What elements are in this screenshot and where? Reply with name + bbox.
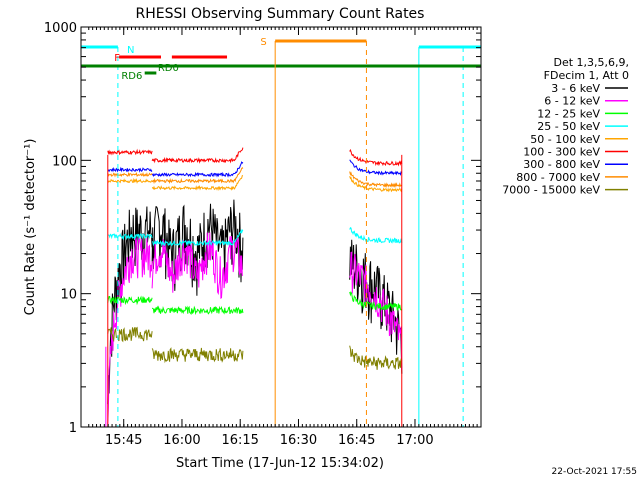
x-tick-label: 16:15 bbox=[221, 433, 258, 448]
series-line bbox=[349, 171, 402, 189]
series-line bbox=[107, 233, 153, 241]
annotation-label: F bbox=[114, 53, 120, 64]
annotation-label: N bbox=[127, 45, 134, 56]
legend-entry-label: 800 - 7000 keV bbox=[516, 171, 600, 184]
chart-title: RHESSI Observing Summary Count Rates bbox=[136, 6, 425, 22]
x-tick-label: 15:45 bbox=[105, 433, 142, 448]
annotation-label: RD0 bbox=[158, 63, 179, 74]
annotation-label: S bbox=[260, 37, 266, 48]
series-line bbox=[349, 159, 403, 176]
y-tick-label: 1 bbox=[69, 421, 77, 436]
annotation-label: RD6 bbox=[121, 71, 142, 82]
legend-entry-label: 100 - 300 keV bbox=[523, 146, 600, 159]
series-line bbox=[107, 166, 153, 173]
x-tick-label: 16:00 bbox=[163, 433, 200, 448]
footer-date: 22-Oct-2021 17:55 bbox=[552, 467, 637, 477]
series-line bbox=[349, 345, 403, 370]
legend-entry-label: 25 - 50 keV bbox=[537, 120, 600, 133]
legend-entry-label: 300 - 800 keV bbox=[523, 158, 600, 171]
x-tick-label: 16:45 bbox=[338, 433, 375, 448]
series-line bbox=[107, 326, 153, 343]
series-line bbox=[151, 199, 244, 296]
legend-entry-label: 3 - 6 keV bbox=[551, 82, 600, 95]
tick-labels: 15:45 16:00 16:15 16:30 16:45 17:00 1 10 100 1000 bbox=[44, 21, 434, 448]
series-line bbox=[151, 347, 244, 364]
legend-entry-label: 7000 - 15000 keV bbox=[502, 184, 600, 197]
y-axis-label: Count Rate (s⁻¹ detector⁻¹) bbox=[23, 139, 38, 316]
series-line bbox=[349, 291, 403, 312]
legend-entry-label: 6 - 12 keV bbox=[544, 95, 600, 108]
plot-frame bbox=[80, 26, 482, 428]
x-tick-label: 17:00 bbox=[396, 433, 433, 448]
axes bbox=[80, 26, 482, 428]
series-line bbox=[349, 148, 403, 167]
series-line bbox=[151, 167, 244, 185]
y-tick-label: 10 bbox=[60, 288, 77, 303]
x-axis-label: Start Time (17-Jun-12 15:34:02) bbox=[176, 456, 384, 471]
y-tick-label: 1000 bbox=[44, 21, 77, 36]
series-line bbox=[349, 226, 403, 244]
legend-header: FDecim 1, Att 0 bbox=[544, 69, 629, 82]
series-line bbox=[151, 305, 244, 316]
series-line bbox=[107, 148, 153, 156]
series-line bbox=[107, 236, 153, 425]
series-line bbox=[151, 161, 244, 178]
series-line bbox=[151, 174, 244, 191]
series-line bbox=[349, 176, 403, 193]
series-line bbox=[151, 147, 244, 164]
series-line bbox=[107, 177, 153, 184]
series-line bbox=[349, 251, 403, 371]
legend-entry-label: 12 - 25 keV bbox=[537, 107, 600, 120]
x-tick-label: 16:30 bbox=[280, 433, 317, 448]
series-line bbox=[151, 232, 244, 300]
series-line bbox=[107, 171, 153, 178]
series-line bbox=[152, 228, 244, 247]
series-line bbox=[107, 295, 153, 306]
legend-entry-label: 50 - 100 keV bbox=[530, 133, 600, 146]
legend: Det 1,3,5,6,9,FDecim 1, Att 03 - 6 keV6 … bbox=[502, 56, 629, 197]
plot-area: NF RD0 RD6 S bbox=[81, 37, 481, 427]
y-tick-label: 100 bbox=[52, 154, 77, 169]
legend-header: Det 1,3,5,6,9, bbox=[553, 56, 629, 69]
plot-content bbox=[81, 39, 481, 427]
